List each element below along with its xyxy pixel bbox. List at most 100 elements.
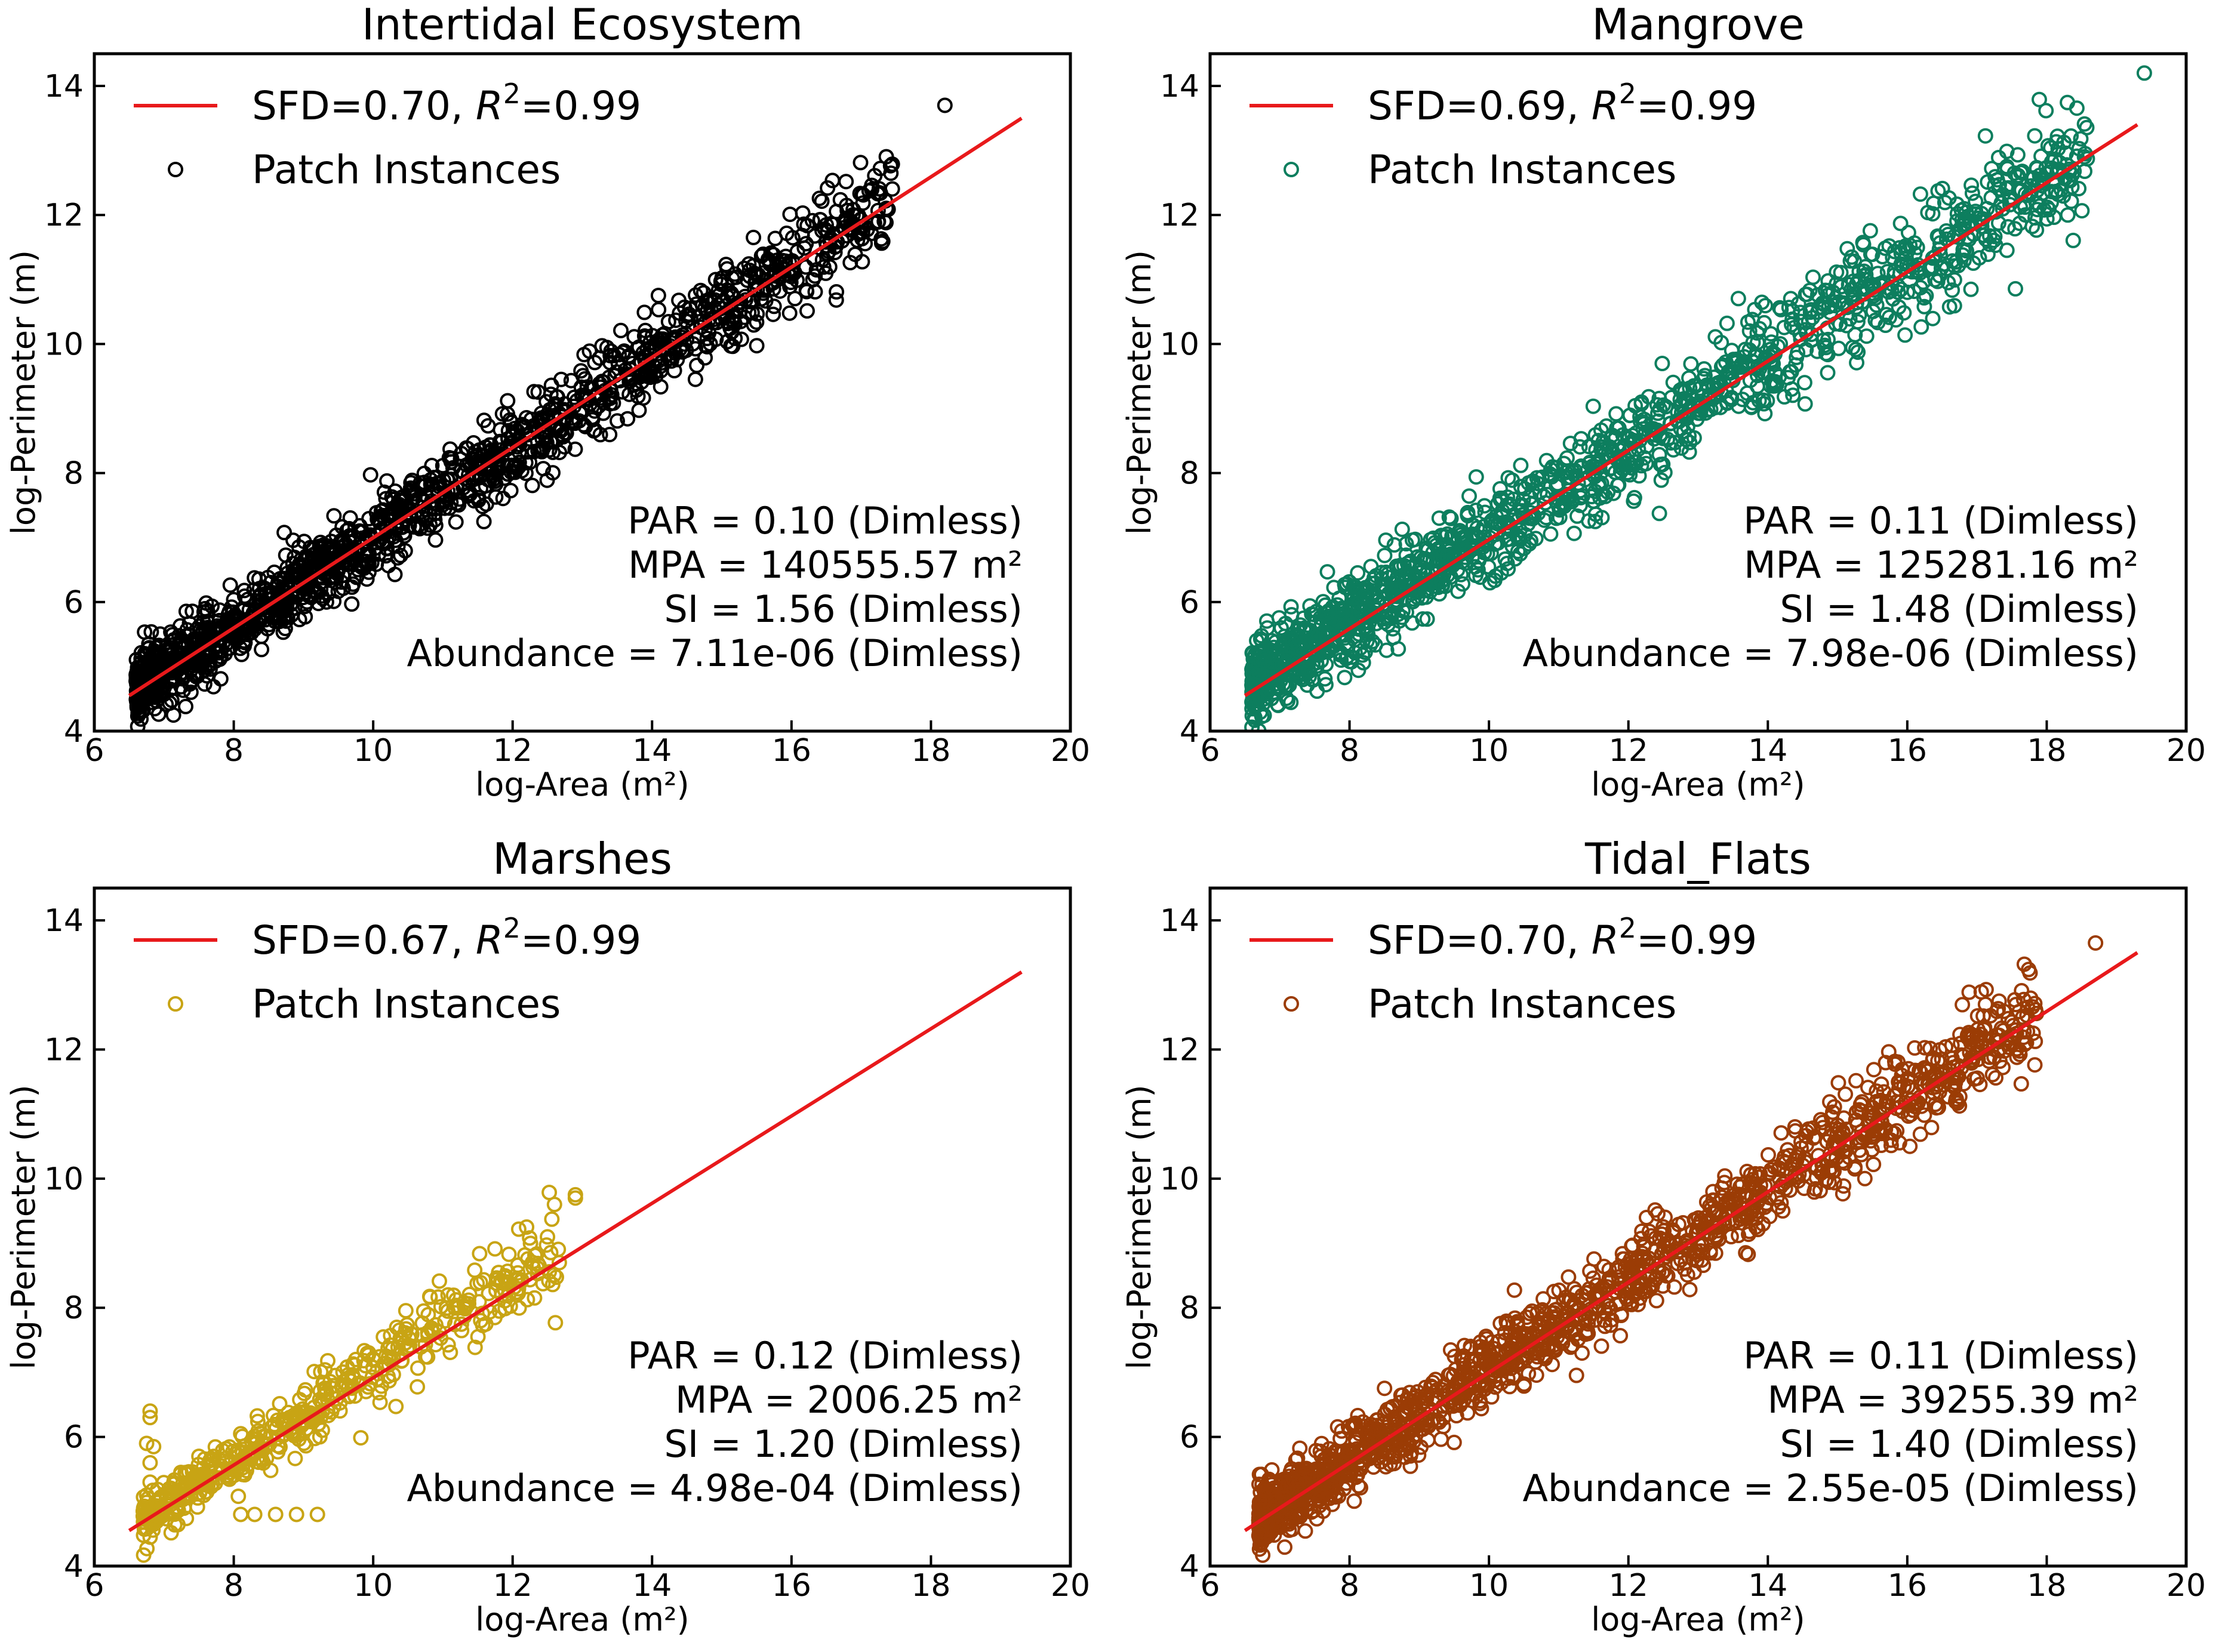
data-point — [2065, 232, 2081, 248]
data-point — [430, 1289, 446, 1305]
data-point — [1543, 526, 1559, 542]
data-point — [1758, 298, 1774, 314]
data-point — [804, 212, 820, 229]
x-tick-label: 14 — [632, 733, 672, 769]
data-point — [1806, 1184, 1823, 1200]
data-point — [878, 149, 894, 165]
data-point — [1839, 318, 1855, 334]
data-point — [1777, 389, 1792, 405]
data-point — [1386, 537, 1402, 553]
data-point — [1820, 365, 1836, 381]
data-point — [626, 377, 642, 393]
legend-points-label: Patch Instances — [252, 981, 561, 1027]
data-point — [178, 1511, 195, 1527]
data-point — [424, 458, 440, 473]
data-point — [361, 511, 377, 526]
data-point — [1549, 490, 1565, 506]
data-point — [1433, 1431, 1449, 1447]
data-point — [165, 707, 181, 723]
data-point — [480, 471, 496, 488]
data-point — [443, 467, 459, 483]
data-point-outlier — [233, 1506, 249, 1522]
data-point — [318, 551, 334, 568]
x-tick-label: 12 — [1609, 733, 1648, 769]
data-point — [272, 1439, 288, 1455]
data-point — [1661, 1236, 1677, 1252]
data-point — [1981, 228, 1998, 244]
data-point — [488, 1283, 504, 1299]
data-point — [1762, 1209, 1778, 1225]
data-point — [1836, 1178, 1852, 1194]
data-point — [205, 1448, 221, 1465]
data-point — [1829, 276, 1845, 292]
data-point — [723, 338, 739, 354]
data-point — [1963, 281, 1979, 297]
data-point — [749, 338, 765, 354]
data-point — [476, 513, 492, 529]
data-point — [1566, 525, 1582, 541]
data-point — [1922, 1040, 1938, 1056]
data-point — [1342, 654, 1358, 670]
data-point — [420, 1324, 436, 1340]
data-point — [1960, 208, 1976, 224]
data-point — [1464, 526, 1480, 542]
data-point-outlier — [142, 1454, 158, 1471]
data-point — [1460, 507, 1476, 523]
data-point — [2038, 165, 2054, 181]
data-point — [396, 528, 413, 544]
data-point — [1950, 229, 1966, 245]
data-point — [689, 357, 705, 374]
data-point — [1497, 551, 1513, 567]
data-point — [2071, 181, 2087, 196]
data-point — [435, 458, 451, 474]
data-point — [1813, 1165, 1829, 1181]
data-point — [1623, 1295, 1639, 1310]
data-point — [456, 1295, 472, 1311]
data-point — [2040, 138, 2056, 154]
data-point — [390, 550, 406, 566]
data-point — [197, 600, 213, 617]
data-point — [1999, 242, 2015, 258]
data-point — [639, 341, 655, 357]
data-point — [1612, 457, 1628, 473]
data-point — [410, 517, 426, 534]
data-point — [1596, 441, 1612, 457]
legend-superscript: 2 — [503, 78, 521, 110]
data-point — [1838, 1086, 1854, 1102]
data-point — [388, 1398, 404, 1414]
data-point — [402, 480, 418, 496]
data-point — [427, 532, 444, 548]
data-point — [2060, 94, 2076, 110]
data-point — [1681, 370, 1697, 386]
data-point — [2014, 983, 2030, 998]
data-point — [1906, 283, 1922, 300]
chart-title: Intertidal Ecosystem — [362, 0, 803, 50]
data-point — [1938, 261, 1955, 277]
data-point — [1949, 196, 1965, 212]
data-point — [205, 679, 221, 695]
data-point — [2024, 218, 2041, 235]
data-point — [1598, 418, 1614, 434]
data-point — [1512, 530, 1528, 545]
data-point — [505, 429, 521, 444]
data-point — [500, 406, 516, 422]
data-point — [2013, 165, 2029, 181]
data-point — [1987, 169, 2003, 185]
data-point — [2027, 128, 2043, 144]
data-point — [1595, 434, 1611, 450]
data-point — [1878, 318, 1894, 333]
data-point — [1820, 287, 1836, 303]
data-point — [1978, 982, 1994, 998]
data-point — [1748, 1219, 1764, 1235]
data-point — [1442, 1342, 1458, 1358]
data-point — [1630, 1296, 1646, 1312]
data-point — [1850, 344, 1866, 360]
data-point — [143, 624, 159, 640]
data-point — [2039, 199, 2055, 215]
data-point — [1866, 1062, 1882, 1078]
data-point — [1721, 363, 1737, 380]
data-point — [516, 420, 533, 436]
data-point — [196, 676, 213, 692]
data-point — [383, 506, 399, 522]
data-point — [1397, 574, 1413, 590]
